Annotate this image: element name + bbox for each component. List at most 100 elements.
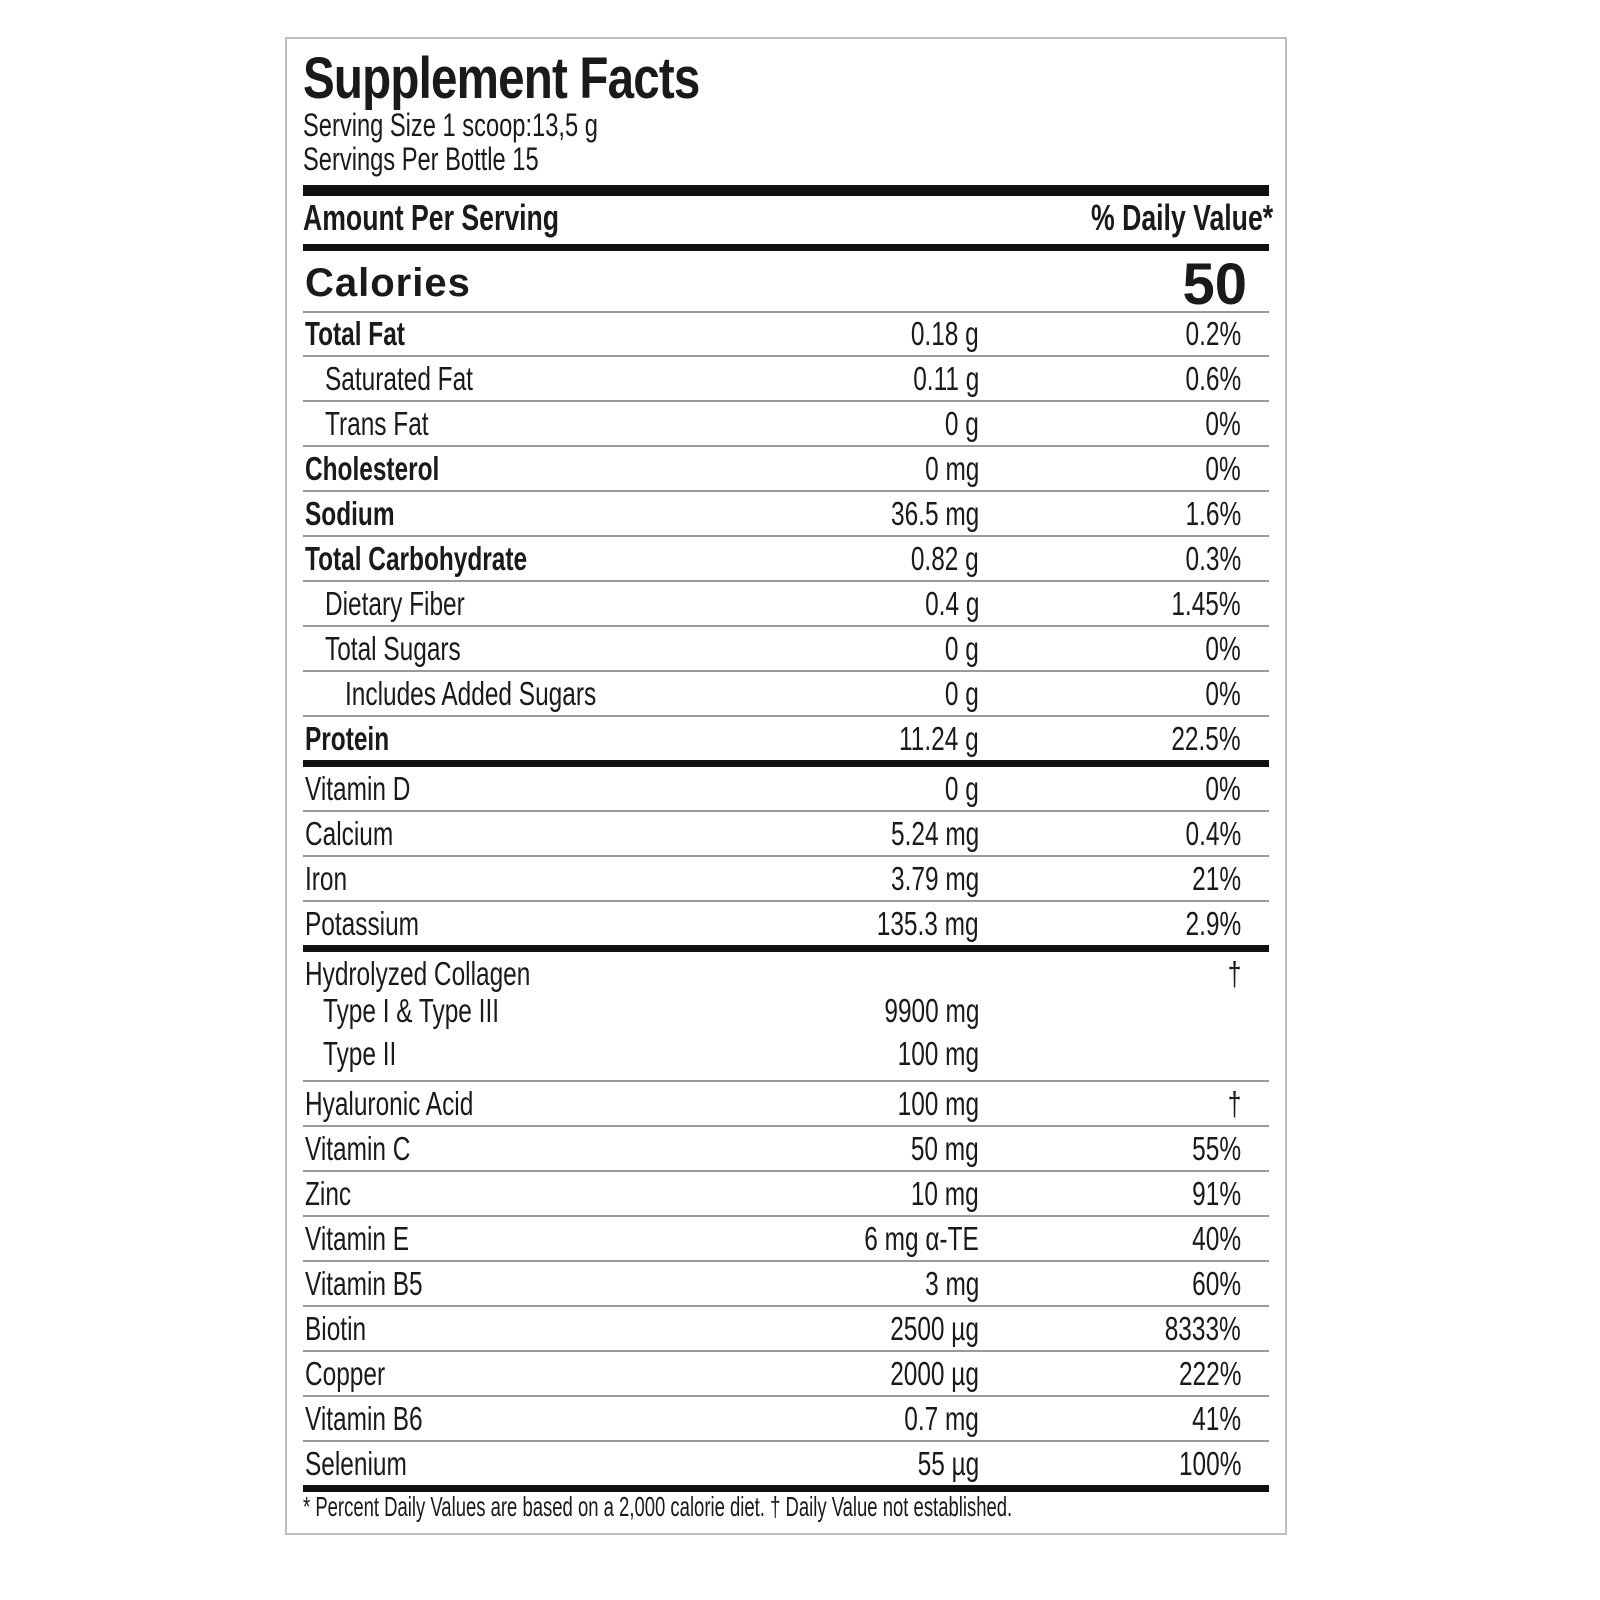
table-row: Saturated Fat 0.11 g 0.6% bbox=[303, 357, 1269, 402]
nutrient-daily-value: 0.4% bbox=[1166, 815, 1241, 853]
nutrient-name: Sodium bbox=[305, 495, 426, 533]
nutrient-name-text: Total Carbohydrate bbox=[305, 540, 528, 577]
nutrient-name-text: Protein bbox=[305, 720, 390, 757]
table-row: Hydrolyzed Collagen † Type I & Type III 990… bbox=[303, 952, 1269, 1082]
thick-divider bbox=[303, 185, 1269, 196]
nutrient-amount: 0 g bbox=[933, 675, 979, 713]
amount-per-serving-label: Amount Per Serving bbox=[303, 197, 560, 238]
nutrient-daily-value-text: 91% bbox=[1192, 1175, 1241, 1212]
nutrient-daily-value: 22.5% bbox=[1147, 720, 1241, 758]
nutrient-name-text: Iron bbox=[305, 860, 348, 897]
nutrient-name-text: Dietary Fiber bbox=[325, 585, 465, 622]
nutrient-amount: 2000 µg bbox=[859, 1355, 979, 1393]
nutrient-daily-value: 0.3% bbox=[1166, 540, 1241, 578]
nutrient-amount-text: 3.79 mg bbox=[890, 860, 979, 897]
nutrient-name: Total Sugars bbox=[325, 630, 508, 668]
footnote: * Percent Daily Values are based on a 2,… bbox=[303, 1491, 1378, 1523]
table-row: Dietary Fiber 0.4 g 1.45% bbox=[303, 582, 1269, 627]
nutrient-amount: 0 mg bbox=[906, 450, 979, 488]
nutrient-daily-value: 0% bbox=[1193, 450, 1241, 488]
nutrient-daily-value: † bbox=[1223, 1085, 1241, 1123]
nutrient-daily-value-text: 8333% bbox=[1164, 1310, 1241, 1347]
sub-nutrient-name: Type I & Type III bbox=[323, 992, 561, 1030]
table-row: Trans Fat 0 g 0% bbox=[303, 402, 1269, 447]
nutrient-amount: 0.4 g bbox=[906, 585, 979, 623]
panel-title: Supplement Facts bbox=[303, 45, 787, 112]
nutrient-name-text: Vitamin B6 bbox=[305, 1400, 423, 1437]
sub-nutrient-name-text: Type II bbox=[323, 1035, 397, 1072]
table-row: Vitamin B6 0.7 mg 41% bbox=[303, 1397, 1269, 1442]
nutrient-daily-value-text: 222% bbox=[1178, 1355, 1241, 1392]
nutrient-name: Selenium bbox=[305, 1445, 443, 1483]
sub-nutrient-name-text: Type I & Type III bbox=[323, 992, 500, 1029]
nutrient-daily-value: 8333% bbox=[1138, 1310, 1241, 1348]
table-row: Sodium 36.5 mg 1.6% bbox=[303, 492, 1269, 537]
nutrient-amount-text: 0.11 g bbox=[912, 360, 979, 397]
nutrient-daily-value-text: 0% bbox=[1205, 405, 1241, 442]
nutrient-daily-value: 0% bbox=[1193, 630, 1241, 668]
nutrient-name: Potassium bbox=[305, 905, 459, 943]
nutrient-daily-value: 60% bbox=[1175, 1265, 1241, 1303]
nutrient-daily-value: 40% bbox=[1175, 1220, 1241, 1258]
nutrient-daily-value: 100% bbox=[1157, 1445, 1241, 1483]
nutrient-amount: 6 mg α-TE bbox=[824, 1220, 979, 1258]
calories-label: Calories bbox=[305, 261, 471, 305]
table-row: Biotin 2500 µg 8333% bbox=[303, 1307, 1269, 1352]
nutrient-amount-text: 0.7 mg bbox=[904, 1400, 979, 1437]
nutrient-name: Saturated Fat bbox=[325, 360, 525, 398]
nutrient-name: Vitamin E bbox=[305, 1220, 446, 1258]
nutrient-name-text: Vitamin B5 bbox=[305, 1265, 423, 1302]
nutrient-name-text: Cholesterol bbox=[305, 450, 440, 487]
nutrient-daily-value: 1.6% bbox=[1166, 495, 1241, 533]
nutrient-amount-text: 135.3 mg bbox=[877, 905, 979, 942]
nutrient-name: Vitamin C bbox=[305, 1130, 447, 1168]
servings-text: Servings Per Bottle 15 bbox=[303, 141, 539, 177]
nutrient-amount-text: 55 µg bbox=[917, 1445, 979, 1482]
sub-nutrient-amount: 9900 mg bbox=[851, 992, 979, 1030]
nutrient-daily-value-text: 0.2% bbox=[1185, 315, 1241, 352]
nutrient-amount-text: 2000 µg bbox=[890, 1355, 979, 1392]
table-row: Total Sugars 0 g 0% bbox=[303, 627, 1269, 672]
nutrient-amount-text: 50 mg bbox=[911, 1130, 979, 1167]
column-header: Amount Per Serving % Daily Value* bbox=[303, 197, 1273, 238]
nutrient-amount: 0 g bbox=[933, 630, 979, 668]
nutrient-amount-text: 0.18 g bbox=[911, 315, 979, 352]
nutrient-name: Trans Fat bbox=[325, 405, 465, 443]
supplement-facts-panel: Supplement Facts Serving Size 1 scoop:13… bbox=[285, 37, 1287, 1535]
nutrient-daily-value-text: 0% bbox=[1205, 630, 1241, 667]
sub-nutrient-amount-text: 100 mg bbox=[897, 1035, 979, 1072]
servings-per-container: Servings Per Bottle 15 bbox=[303, 141, 621, 178]
table-row: Hyaluronic Acid 100 mg † bbox=[303, 1082, 1269, 1127]
serving-size-text: Serving Size 1 scoop:13,5 g bbox=[303, 107, 598, 143]
nutrient-amount: 0.18 g bbox=[887, 315, 979, 353]
nutrient-amount-text: 0 g bbox=[945, 770, 979, 807]
nutrient-amount-text: 5.24 mg bbox=[890, 815, 979, 852]
nutrient-daily-value-text: 60% bbox=[1192, 1265, 1241, 1302]
nutrient-name: Copper bbox=[305, 1355, 413, 1393]
table-row: Selenium 55 µg 100% bbox=[303, 1442, 1269, 1492]
nutrient-name: Zinc bbox=[305, 1175, 367, 1213]
nutrient-daily-value: 21% bbox=[1175, 860, 1241, 898]
nutrient-name-text: Zinc bbox=[305, 1175, 352, 1212]
nutrient-amount-text: 0 g bbox=[945, 630, 979, 667]
nutrient-amount-text: 10 mg bbox=[911, 1175, 979, 1212]
table-row: Includes Added Sugars 0 g 0% bbox=[303, 672, 1269, 717]
nutrient-daily-value: 2.9% bbox=[1166, 905, 1241, 943]
nutrient-daily-value-text: 2.9% bbox=[1185, 905, 1241, 942]
nutrient-amount-text: 100 mg bbox=[897, 1085, 979, 1122]
table-row: Vitamin D 0 g 0% bbox=[303, 767, 1269, 812]
nutrient-name-text: Copper bbox=[305, 1355, 386, 1392]
nutrient-name: Cholesterol bbox=[305, 450, 487, 488]
nutrient-name-text: Vitamin D bbox=[305, 770, 411, 807]
nutrient-amount-text: 2500 µg bbox=[890, 1310, 979, 1347]
nutrient-name: Vitamin B5 bbox=[305, 1265, 464, 1303]
nutrient-daily-value-text: 21% bbox=[1192, 860, 1241, 897]
nutrient-amount-text: 3 mg bbox=[924, 1265, 979, 1302]
table-row: Iron 3.79 mg 21% bbox=[303, 857, 1269, 902]
nutrient-amount: 36.5 mg bbox=[860, 495, 979, 533]
nutrient-name-text: Vitamin E bbox=[305, 1220, 410, 1257]
sub-nutrient-amount-text: 9900 mg bbox=[883, 992, 979, 1029]
nutrient-name-text: Total Fat bbox=[305, 315, 405, 352]
nutrient-name: Total Carbohydrate bbox=[305, 540, 605, 578]
table-row: Vitamin B5 3 mg 60% bbox=[303, 1262, 1269, 1307]
